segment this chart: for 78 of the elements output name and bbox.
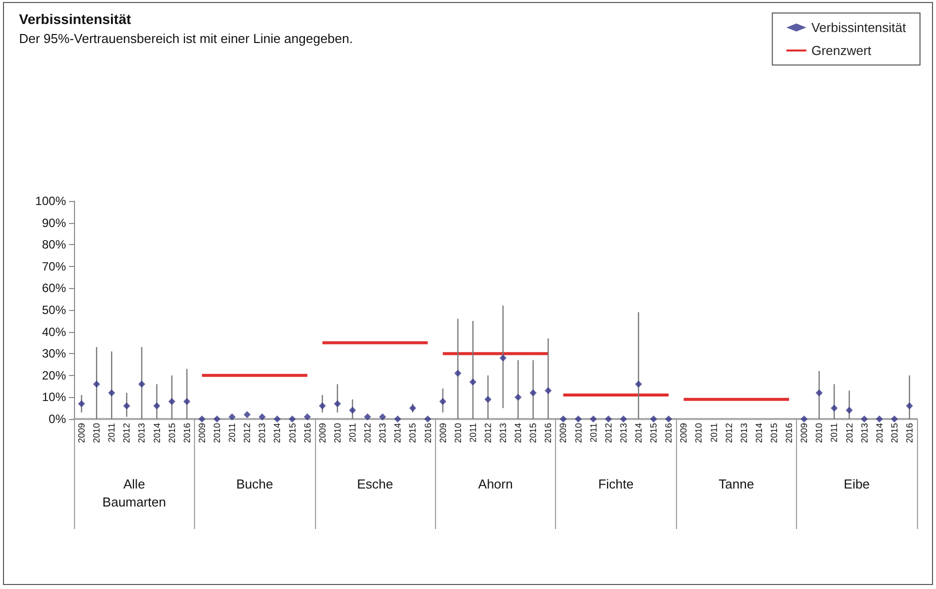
x-tick-label: 2012	[603, 423, 614, 444]
x-tick-label: 2016	[784, 423, 794, 444]
x-tick-label: 2010	[92, 423, 102, 444]
x-tick-label: 2013	[498, 423, 508, 444]
y-tick-label: 70%	[42, 259, 66, 274]
text: Eibe	[844, 476, 870, 492]
x-tick-label: 2009	[558, 423, 568, 444]
y-tick-label: 30%	[42, 346, 66, 361]
text: Esche	[357, 476, 394, 492]
legend-label: Verbissintensität	[811, 20, 906, 35]
x-tick-label: 2012	[362, 423, 373, 444]
y-tick-label: 60%	[42, 281, 66, 296]
y-tick-label: 50%	[42, 303, 66, 317]
text: Fichte	[598, 476, 634, 492]
x-tick-label: 2015	[528, 423, 538, 444]
x-tick-label: 2013	[136, 423, 147, 444]
x-tick-label: 2013	[257, 423, 268, 444]
x-tick-label: 2016	[182, 423, 192, 444]
x-tick-label: 2010	[694, 423, 704, 444]
x-tick-label: 2010	[814, 423, 824, 444]
x-tick-label: 2012	[724, 423, 734, 444]
y-tick-label: 100%	[35, 194, 66, 208]
x-tick-label: 2015	[889, 423, 900, 444]
x-tick-label: 2011	[347, 423, 358, 442]
x-tick-label: 2010	[332, 423, 342, 444]
y-tick-label: 40%	[42, 324, 66, 339]
y-tick-label: 90%	[42, 216, 66, 230]
x-tick-label: 2014	[152, 423, 162, 444]
x-tick-label: 2014	[874, 423, 884, 444]
text: Buche	[236, 476, 274, 492]
x-tick-label: 2014	[513, 423, 524, 444]
x-tick-label: 2010	[573, 423, 584, 444]
x-tick-label: 2011	[588, 423, 598, 442]
x-tick-label: 2014	[272, 423, 282, 444]
x-tick-label: 2010	[452, 423, 463, 444]
x-tick-label: 2016	[904, 423, 914, 444]
x-tick-label: 2016	[543, 423, 554, 444]
x-tick-label: 2016	[302, 423, 312, 444]
x-tick-label: 2014	[754, 423, 764, 444]
x-tick-label: 2013	[618, 423, 628, 444]
x-tick-label: 2016	[664, 423, 674, 444]
chart-title: Verbissintensität	[19, 11, 132, 27]
y-tick-label: 20%	[42, 368, 66, 382]
x-tick-label: 2012	[122, 423, 132, 444]
x-tick-label: 2009	[799, 423, 810, 444]
x-tick-label: 2013	[738, 423, 749, 444]
x-tick-label: 2011	[227, 423, 238, 442]
y-tick-label: 0%	[48, 412, 66, 426]
x-tick-label: 2011	[106, 423, 117, 442]
x-tick-label: 2012	[482, 423, 493, 444]
x-tick-label: 2015	[166, 423, 177, 444]
x-tick-label: 2009	[438, 423, 448, 444]
y-tick-label: 10%	[42, 390, 66, 404]
x-tick-label: 2015	[648, 423, 659, 444]
y-tick-label: 80%	[42, 238, 66, 252]
text: Tanne	[718, 476, 754, 492]
x-tick-label: 2014	[634, 423, 644, 444]
chart-subtitle: Der 95%-Vertrauensbereich ist mit einer Linie angegeben.	[19, 31, 353, 46]
x-tick-label: 2011	[468, 423, 478, 442]
x-tick-label: 2011	[708, 423, 719, 442]
x-tick-label: 2012	[242, 423, 252, 444]
x-tick-label: 2009	[678, 423, 689, 444]
x-tick-label: 2009	[196, 423, 207, 444]
x-tick-label: 2013	[859, 423, 870, 444]
x-tick-label: 2012	[844, 423, 854, 444]
x-tick-label: 2011	[829, 423, 840, 442]
x-tick-label: 2009	[76, 423, 87, 444]
x-tick-label: 2015	[408, 423, 418, 444]
legend-label: Grenzwert	[811, 43, 872, 58]
x-tick-label: 2014	[392, 423, 403, 444]
text: Alle Baumarten	[102, 476, 166, 510]
x-tick-label: 2013	[378, 423, 388, 444]
x-tick-label: 2015	[287, 423, 298, 444]
text: Ahorn	[478, 476, 513, 492]
x-tick-label: 2010	[212, 423, 222, 444]
x-tick-label: 2009	[317, 423, 328, 444]
x-tick-label: 2016	[422, 423, 433, 444]
x-tick-label: 2015	[768, 423, 779, 444]
